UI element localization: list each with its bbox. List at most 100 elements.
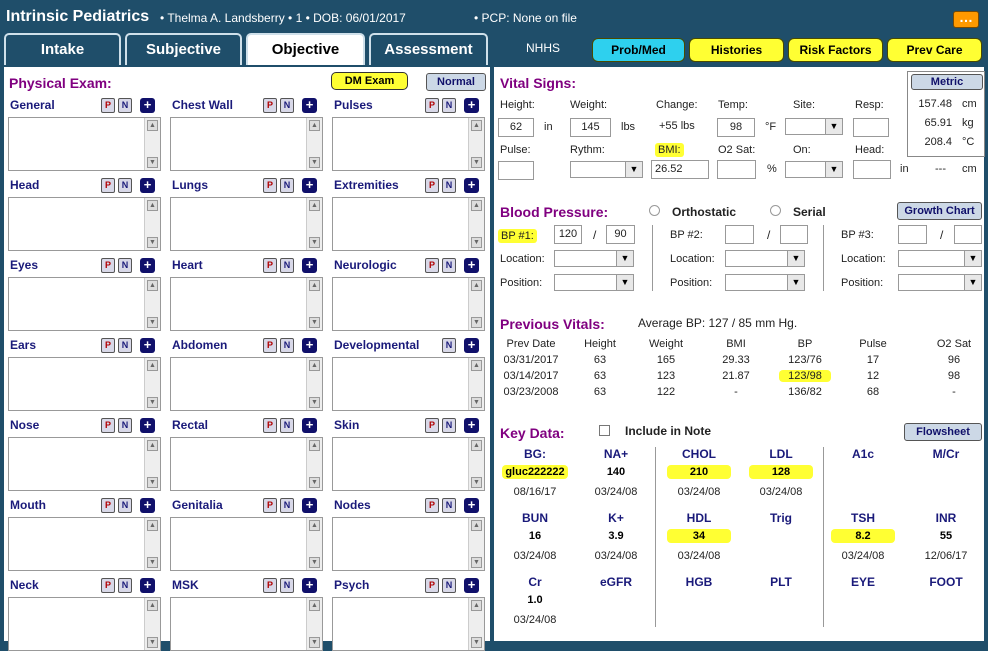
exam-normal-head-button[interactable]: N [118,178,132,193]
scroll-up-icon[interactable]: ▲ [471,440,482,451]
scrollbar[interactable]: ▲ ▼ [144,198,160,250]
exam-positive-skin-button[interactable]: P [425,418,439,433]
exam-notes-chest-wall[interactable]: ▲ ▼ [170,117,323,171]
exam-add-heart-button[interactable]: + [302,258,317,273]
exam-notes-neurologic[interactable]: ▲ ▼ [332,277,485,331]
scroll-up-icon[interactable]: ▲ [309,520,320,531]
exam-notes-neck[interactable]: ▲ ▼ [8,597,161,651]
scrollbar[interactable]: ▲ ▼ [144,278,160,330]
bp1-systolic-input[interactable]: 120 [554,225,582,244]
flowsheet-button[interactable]: Flowsheet [904,423,982,441]
scroll-down-icon[interactable]: ▼ [147,477,158,488]
exam-normal-extremities-button[interactable]: N [442,178,456,193]
scroll-down-icon[interactable]: ▼ [147,157,158,168]
scrollbar[interactable]: ▲ ▼ [468,198,484,250]
scrollbar[interactable]: ▲ ▼ [144,118,160,170]
exam-positive-genitalia-button[interactable]: P [263,498,277,513]
exam-notes-pulses[interactable]: ▲ ▼ [332,117,485,171]
exam-normal-skin-button[interactable]: N [442,418,456,433]
exam-add-head-button[interactable]: + [140,178,155,193]
exam-add-nose-button[interactable]: + [140,418,155,433]
exam-add-psych-button[interactable]: + [464,578,479,593]
scroll-down-icon[interactable]: ▼ [147,637,158,648]
exam-add-nodes-button[interactable]: + [464,498,479,513]
more-options-button[interactable]: … [953,10,979,28]
scroll-up-icon[interactable]: ▲ [309,440,320,451]
exam-normal-psych-button[interactable]: N [442,578,456,593]
exam-normal-rectal-button[interactable]: N [280,418,294,433]
tab-intake[interactable]: Intake [4,33,121,65]
exam-normal-msk-button[interactable]: N [280,578,294,593]
exam-positive-ears-button[interactable]: P [101,338,115,353]
scroll-down-icon[interactable]: ▼ [309,317,320,328]
scroll-up-icon[interactable]: ▲ [309,360,320,371]
tab-prev-care[interactable]: Prev Care [887,38,982,62]
exam-add-extremities-button[interactable]: + [464,178,479,193]
exam-add-abdomen-button[interactable]: + [302,338,317,353]
exam-add-chest-wall-button[interactable]: + [302,98,317,113]
exam-normal-abdomen-button[interactable]: N [280,338,294,353]
height-input[interactable]: 62 [498,118,534,137]
exam-positive-chest-wall-button[interactable]: P [263,98,277,113]
exam-positive-general-button[interactable]: P [101,98,115,113]
scroll-up-icon[interactable]: ▲ [147,200,158,211]
scroll-down-icon[interactable]: ▼ [147,317,158,328]
tab-prob-med[interactable]: Prob/Med [592,38,685,62]
scroll-down-icon[interactable]: ▼ [147,557,158,568]
scroll-up-icon[interactable]: ▲ [471,280,482,291]
dm-exam-button[interactable]: DM Exam [331,72,408,90]
exam-positive-rectal-button[interactable]: P [263,418,277,433]
weight-input[interactable]: 145 [570,118,611,137]
exam-normal-mouth-button[interactable]: N [118,498,132,513]
bp3-systolic-input[interactable] [898,225,927,244]
serial-radio[interactable] [770,205,781,216]
exam-notes-nose[interactable]: ▲ ▼ [8,437,161,491]
scroll-up-icon[interactable]: ▲ [309,280,320,291]
exam-normal-neurologic-button[interactable]: N [442,258,456,273]
scroll-up-icon[interactable]: ▲ [471,600,482,611]
bp1-diastolic-input[interactable]: 90 [606,225,635,244]
scrollbar[interactable]: ▲ ▼ [468,358,484,410]
head-input[interactable] [853,160,891,179]
scroll-up-icon[interactable]: ▲ [471,360,482,371]
tab-histories[interactable]: Histories [689,38,784,62]
scroll-down-icon[interactable]: ▼ [471,477,482,488]
scroll-up-icon[interactable]: ▲ [147,280,158,291]
scroll-up-icon[interactable]: ▲ [309,120,320,131]
scrollbar[interactable]: ▲ ▼ [468,518,484,570]
bp3-position-select[interactable]: ▼ [898,274,982,291]
scroll-down-icon[interactable]: ▼ [471,317,482,328]
exam-notes-head[interactable]: ▲ ▼ [8,197,161,251]
exam-add-lungs-button[interactable]: + [302,178,317,193]
exam-notes-genitalia[interactable]: ▲ ▼ [170,517,323,571]
exam-add-ears-button[interactable]: + [140,338,155,353]
metric-button[interactable]: Metric [911,74,983,90]
exam-add-mouth-button[interactable]: + [140,498,155,513]
exam-notes-extremities[interactable]: ▲ ▼ [332,197,485,251]
exam-add-general-button[interactable]: + [140,98,155,113]
scrollbar[interactable]: ▲ ▼ [468,118,484,170]
exam-positive-abdomen-button[interactable]: P [263,338,277,353]
bp2-position-select[interactable]: ▼ [725,274,805,291]
exam-add-neck-button[interactable]: + [140,578,155,593]
scroll-down-icon[interactable]: ▼ [471,397,482,408]
scroll-down-icon[interactable]: ▼ [147,237,158,248]
scroll-down-icon[interactable]: ▼ [309,557,320,568]
scroll-down-icon[interactable]: ▼ [309,157,320,168]
site-select[interactable]: ▼ [785,118,843,135]
bp3-location-select[interactable]: ▼ [898,250,982,267]
scrollbar[interactable]: ▲ ▼ [144,438,160,490]
scroll-down-icon[interactable]: ▼ [471,557,482,568]
bp3-diastolic-input[interactable] [954,225,982,244]
normal-button[interactable]: Normal [426,73,486,91]
tab-risk-factors[interactable]: Risk Factors [788,38,883,62]
tab-objective[interactable]: Objective [246,33,365,65]
exam-normal-genitalia-button[interactable]: N [280,498,294,513]
scroll-down-icon[interactable]: ▼ [309,477,320,488]
exam-notes-ears[interactable]: ▲ ▼ [8,357,161,411]
o2-on-select[interactable]: ▼ [785,161,843,178]
exam-notes-psych[interactable]: ▲ ▼ [332,597,485,651]
exam-positive-heart-button[interactable]: P [263,258,277,273]
exam-add-skin-button[interactable]: + [464,418,479,433]
scroll-down-icon[interactable]: ▼ [309,397,320,408]
